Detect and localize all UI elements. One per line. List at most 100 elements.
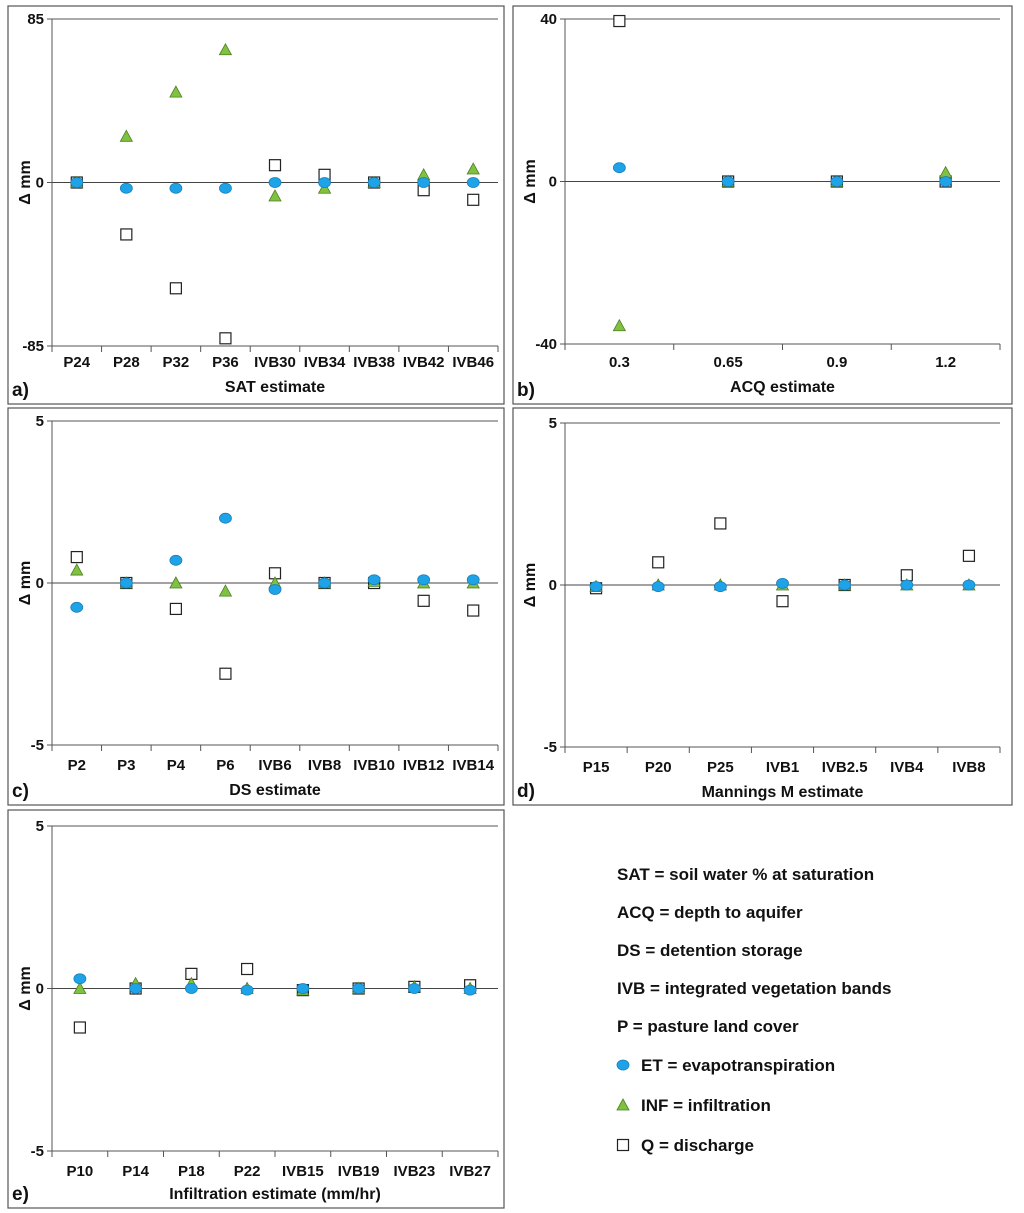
data-point-et	[318, 177, 331, 188]
x-tick-label: IVB8	[952, 759, 985, 776]
data-point-q	[417, 594, 430, 607]
data-point-q	[652, 556, 665, 569]
x-tick-label: IVB6	[258, 757, 291, 774]
x-tick-label: IVB19	[338, 1163, 380, 1180]
x-tick-label: P18	[178, 1163, 205, 1180]
y-tick-label: -5	[31, 737, 44, 754]
data-point-et	[651, 581, 665, 593]
x-axis-label: ACQ estimate	[730, 379, 835, 396]
data-point-et	[268, 177, 282, 188]
x-tick-label: IVB27	[449, 1163, 491, 1180]
data-point-et	[463, 984, 477, 996]
x-tick-label: 1.2	[935, 354, 956, 371]
legend-definition: DS = detention storage	[617, 941, 803, 960]
panel-frame	[7, 5, 505, 405]
panel-letter: b)	[517, 380, 535, 401]
data-point-q	[169, 602, 182, 616]
data-point-q	[169, 282, 182, 295]
y-tick-label: 5	[549, 415, 557, 432]
x-tick-label: IVB42	[403, 354, 445, 371]
panel-letter: c)	[12, 781, 29, 802]
data-point-inf	[73, 981, 87, 994]
legend-item-label: Q = discharge	[641, 1136, 754, 1155]
data-point-q	[219, 667, 232, 680]
x-tick-label: P3	[117, 757, 135, 774]
x-tick-label: P36	[212, 354, 239, 371]
y-tick-label: -85	[22, 338, 44, 355]
y-tick-label: -40	[535, 336, 557, 353]
data-point-q	[714, 517, 727, 530]
x-tick-label: IVB30	[254, 354, 296, 371]
y-axis-label: Δ mm	[522, 563, 539, 607]
legend-definition: SAT = soil water % at saturation	[617, 865, 874, 884]
data-point-et	[417, 574, 431, 586]
data-point-inf	[218, 42, 233, 56]
data-point-inf	[466, 162, 480, 175]
x-tick-label: IVB23	[394, 1163, 436, 1180]
data-point-et	[713, 581, 727, 593]
x-tick-label: 0.3	[609, 354, 630, 371]
chart-panel-d: 5 0 -5 P15 P20 P25 IVB1 IVB2.5 IVB4 IVB8 Δ mm Manni…	[512, 407, 1013, 806]
y-axis-label: Δ mm	[17, 160, 34, 204]
data-point-inf	[169, 576, 183, 589]
x-tick-label: P25	[707, 759, 734, 776]
chart-panel-e: 5 0 -5 P10 P14 P18 P22 IVB15 IVB19 IVB23 IVB27 Δ mm…	[7, 809, 505, 1209]
data-point-inf	[169, 85, 183, 98]
x-tick-label: IVB46	[452, 354, 494, 371]
data-point-et	[352, 983, 366, 994]
legend-marker-square	[616, 1138, 630, 1152]
data-point-q	[613, 14, 626, 28]
data-point-q	[776, 595, 789, 608]
data-point-et	[830, 176, 844, 187]
data-point-et	[70, 601, 84, 613]
x-tick-label: P20	[645, 759, 672, 776]
x-axis-label: SAT estimate	[225, 379, 325, 396]
data-point-et	[962, 579, 976, 591]
x-tick-label: P15	[583, 759, 610, 776]
x-axis-label: Mannings M estimate	[702, 784, 864, 801]
x-tick-label: P4	[167, 757, 186, 774]
data-point-et	[466, 574, 480, 586]
y-tick-label: 5	[36, 818, 44, 835]
chart-panel-b: 40 0 -40 0.3 0.65 0.9 1.2 Δ mm ACQ estimate b)	[512, 5, 1013, 405]
y-axis-label: Δ mm	[17, 966, 34, 1010]
data-point-q	[241, 962, 254, 976]
data-point-et	[240, 984, 254, 996]
data-point-et	[721, 176, 735, 187]
y-tick-label: 5	[36, 413, 44, 430]
y-tick-label: -5	[31, 1143, 44, 1160]
data-point-et	[169, 554, 183, 566]
y-axis-label: Δ mm	[17, 561, 34, 605]
x-tick-label: IVB15	[282, 1163, 324, 1180]
data-point-et	[119, 577, 133, 589]
data-point-q	[962, 549, 976, 562]
legend: SAT = soil water % at saturation ACQ = de…	[616, 865, 891, 1155]
x-tick-label: IVB14	[452, 757, 494, 774]
x-tick-label: IVB1	[766, 759, 799, 776]
data-point-et	[939, 176, 953, 187]
legend-item-label: INF = infiltration	[641, 1096, 771, 1115]
data-point-et	[296, 983, 310, 994]
x-tick-label: P10	[67, 1163, 94, 1180]
y-tick-label: 0	[549, 174, 557, 191]
data-point-q	[73, 1021, 86, 1034]
data-point-et	[776, 577, 789, 589]
data-point-et	[119, 182, 133, 194]
data-point-inf	[119, 129, 134, 142]
data-point-et	[612, 162, 626, 174]
x-tick-label: P32	[163, 354, 190, 371]
data-point-et	[219, 182, 232, 194]
panel-letter: a)	[12, 380, 29, 401]
legend-definition: P = pasture land cover	[617, 1017, 799, 1036]
data-point-et	[417, 177, 431, 188]
data-point-et	[838, 579, 852, 591]
x-axis-label: DS estimate	[229, 782, 321, 799]
data-point-et	[367, 574, 381, 586]
legend-item-label: ET = evapotranspiration	[641, 1056, 835, 1075]
data-point-q	[268, 159, 282, 172]
data-point-et	[318, 577, 331, 589]
y-tick-label: -5	[544, 739, 557, 756]
y-tick-label: 0	[36, 981, 44, 998]
y-tick-label: 0	[549, 577, 557, 594]
data-point-q	[467, 604, 480, 617]
